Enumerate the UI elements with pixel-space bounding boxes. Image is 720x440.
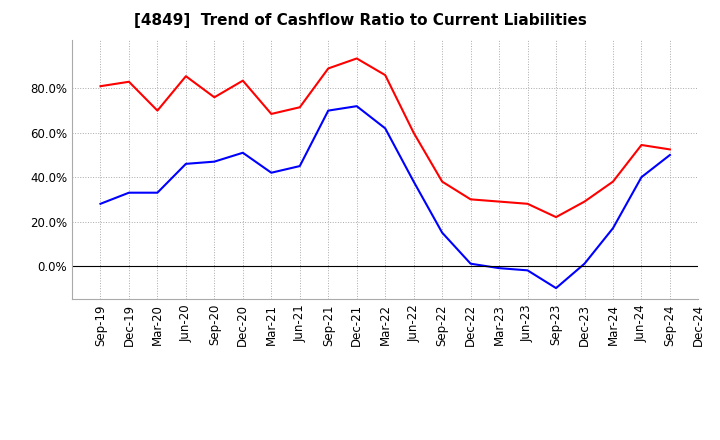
Free CF to Current Liabilities	[410, 179, 418, 184]
Operating CF to Current Liabilities	[410, 130, 418, 136]
Operating CF to Current Liabilities	[438, 179, 446, 184]
Operating CF to Current Liabilities	[495, 199, 503, 204]
Operating CF to Current Liabilities	[352, 56, 361, 61]
Free CF to Current Liabilities	[580, 261, 589, 266]
Operating CF to Current Liabilities	[181, 73, 190, 79]
Free CF to Current Liabilities	[495, 265, 503, 271]
Operating CF to Current Liabilities	[267, 111, 276, 117]
Free CF to Current Liabilities	[552, 286, 560, 291]
Free CF to Current Liabilities	[96, 201, 105, 206]
Line: Operating CF to Current Liabilities: Operating CF to Current Liabilities	[101, 59, 670, 217]
Free CF to Current Liabilities	[438, 230, 446, 235]
Free CF to Current Liabilities	[153, 190, 162, 195]
Line: Free CF to Current Liabilities: Free CF to Current Liabilities	[101, 106, 670, 288]
Free CF to Current Liabilities	[523, 268, 532, 273]
Free CF to Current Liabilities	[324, 108, 333, 113]
Operating CF to Current Liabilities	[381, 73, 390, 78]
Free CF to Current Liabilities	[381, 126, 390, 131]
Free CF to Current Liabilities	[637, 175, 646, 180]
Operating CF to Current Liabilities	[665, 147, 674, 152]
Operating CF to Current Liabilities	[210, 95, 219, 100]
Free CF to Current Liabilities	[608, 226, 617, 231]
Text: [4849]  Trend of Cashflow Ratio to Current Liabilities: [4849] Trend of Cashflow Ratio to Curren…	[134, 13, 586, 28]
Free CF to Current Liabilities	[295, 163, 304, 169]
Operating CF to Current Liabilities	[523, 201, 532, 206]
Operating CF to Current Liabilities	[238, 78, 247, 83]
Free CF to Current Liabilities	[181, 161, 190, 166]
Free CF to Current Liabilities	[352, 103, 361, 109]
Operating CF to Current Liabilities	[153, 108, 162, 113]
Free CF to Current Liabilities	[238, 150, 247, 155]
Operating CF to Current Liabilities	[467, 197, 475, 202]
Operating CF to Current Liabilities	[580, 199, 589, 204]
Free CF to Current Liabilities	[267, 170, 276, 176]
Free CF to Current Liabilities	[125, 190, 133, 195]
Free CF to Current Liabilities	[665, 152, 674, 158]
Free CF to Current Liabilities	[210, 159, 219, 164]
Operating CF to Current Liabilities	[96, 84, 105, 89]
Free CF to Current Liabilities	[467, 261, 475, 266]
Operating CF to Current Liabilities	[608, 179, 617, 184]
Operating CF to Current Liabilities	[125, 79, 133, 84]
Operating CF to Current Liabilities	[552, 214, 560, 220]
Operating CF to Current Liabilities	[295, 105, 304, 110]
Operating CF to Current Liabilities	[637, 143, 646, 148]
Operating CF to Current Liabilities	[324, 66, 333, 71]
